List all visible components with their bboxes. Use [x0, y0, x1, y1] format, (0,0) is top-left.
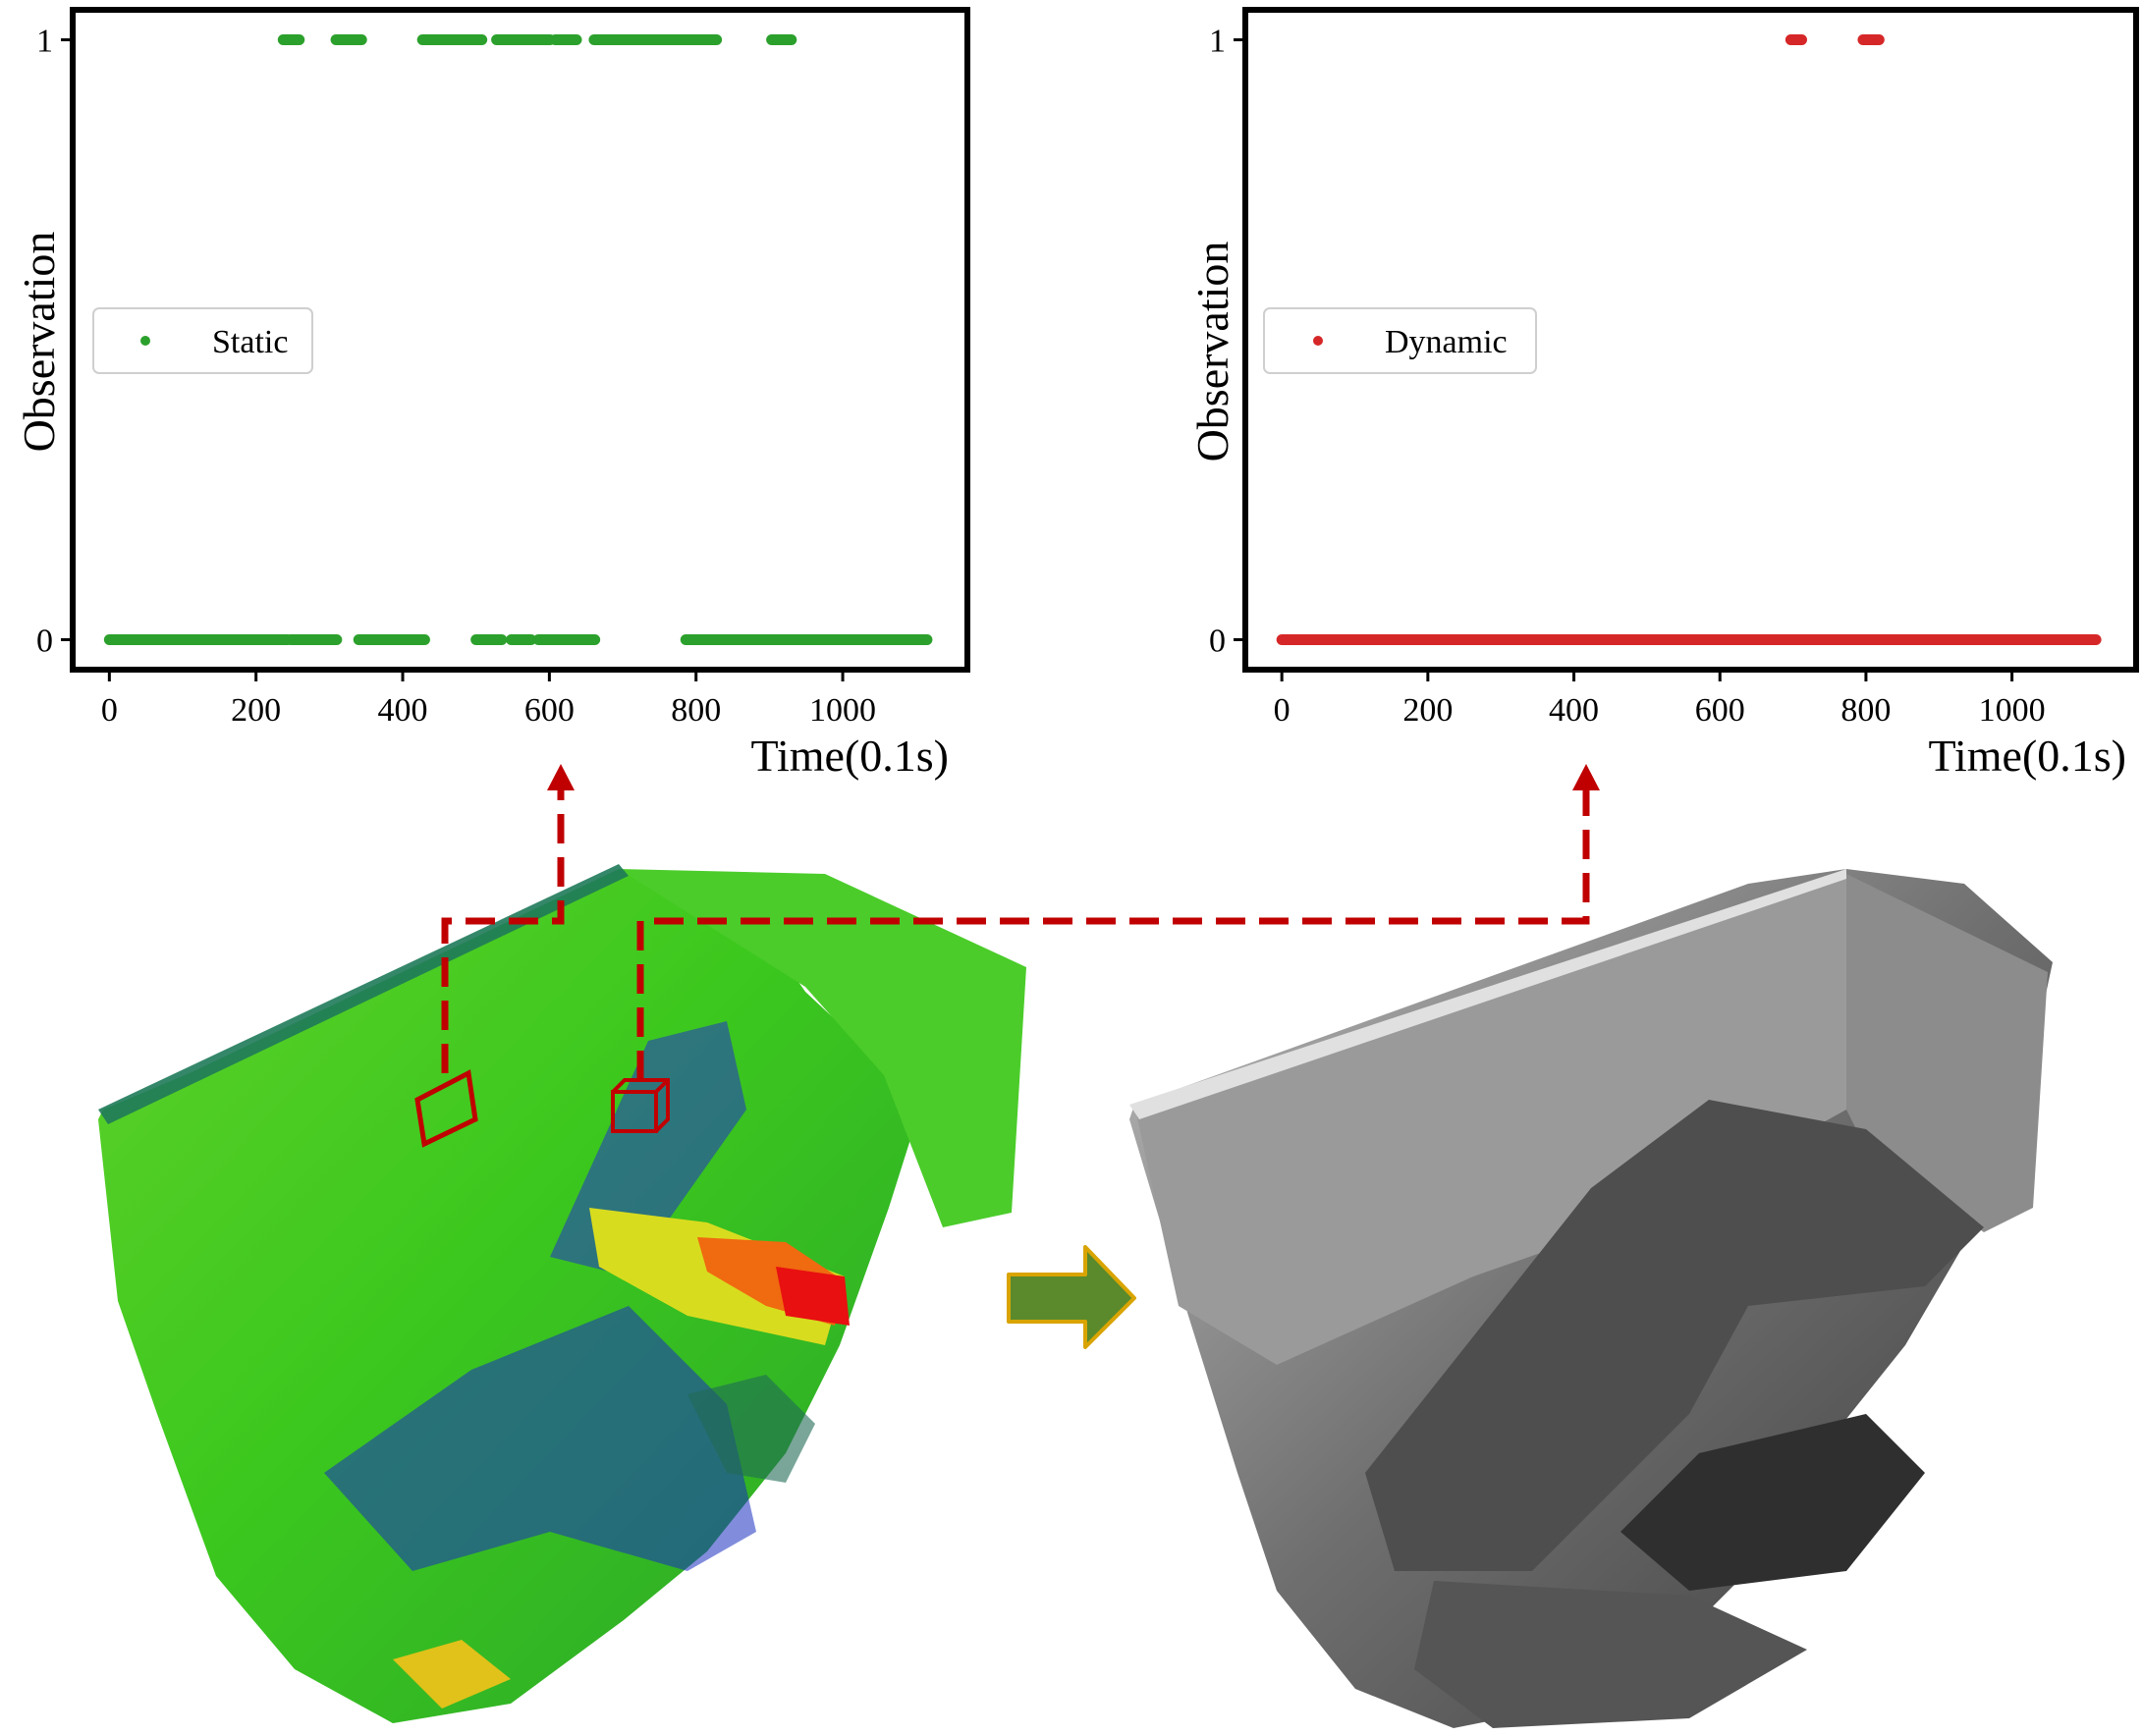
- legend: Dynamic: [1263, 307, 1537, 374]
- y-tick-label: 0: [36, 623, 53, 659]
- y-axis-title: Observation: [14, 232, 64, 453]
- x-tick-label: 200: [231, 692, 281, 729]
- connector-dynamic: [636, 790, 1590, 1080]
- legend-box: [1263, 307, 1537, 374]
- x-axis-ticks: 0 200 400 600 800 1000: [1274, 670, 2046, 729]
- plot-frame: [1242, 7, 2139, 673]
- gray-back-wall: [1846, 874, 2048, 1232]
- x-tick-label: 0: [101, 692, 118, 729]
- static-chart-pointer-icon: [547, 764, 575, 790]
- y-tick-label: 0: [1209, 623, 1226, 659]
- y-tick-label: 1: [36, 24, 53, 60]
- x-tick-label: 0: [1274, 692, 1291, 729]
- x-tick-label: 400: [378, 692, 428, 729]
- gray-top-edge: [1129, 869, 1846, 1119]
- data-points: [103, 34, 933, 645]
- y-tick-label: 1: [1209, 24, 1226, 60]
- gray-upper-wall: [1134, 874, 1846, 1365]
- top-edge: [98, 864, 629, 1124]
- legend-marker-dynamic: [1313, 336, 1323, 346]
- x-axis-title: Time(0.1s): [1929, 731, 2127, 781]
- x-tick-label: 800: [671, 692, 721, 729]
- static-observation-chart: Observation 01 0 200 400 600 800 1000 Static …: [14, 7, 970, 781]
- x-tick-label: 200: [1402, 692, 1453, 729]
- colored-point-cloud-image: [98, 864, 1026, 1723]
- static-region-marker: [414, 1069, 478, 1148]
- x-axis-title: Time(0.1s): [751, 731, 950, 781]
- x-tick-label: 600: [524, 692, 575, 729]
- x-tick-label: 800: [1840, 692, 1891, 729]
- data-points: [1276, 34, 2102, 645]
- gray-floor-steps: [1414, 1581, 1807, 1728]
- gray-landing: [1620, 1414, 1925, 1591]
- plot-frame: [70, 7, 970, 673]
- x-tick-label: 1000: [809, 692, 876, 729]
- back-wall: [619, 869, 1026, 1227]
- y-axis-ticks: 01: [36, 24, 73, 659]
- right-arrow-icon: [1007, 1245, 1136, 1349]
- x-tick-label: 600: [1695, 692, 1745, 729]
- dynamic-region-marker: [611, 1078, 670, 1133]
- y-axis-title: Observation: [1187, 242, 1237, 462]
- dynamic-chart-pointer-icon: [1572, 764, 1600, 790]
- yellow-floor: [393, 1640, 511, 1709]
- legend-marker-static: [140, 336, 150, 346]
- x-tick-label: 400: [1549, 692, 1599, 729]
- blue-railing-band: [324, 1306, 756, 1571]
- legend-box: [92, 307, 313, 374]
- x-tick-label: 1000: [1979, 692, 2046, 729]
- legend: Static: [92, 307, 313, 374]
- dynamic-observation-chart: Observation 0 1 0 200 400 600 800 1000 Dynamic…: [1187, 7, 2139, 781]
- x-axis-ticks: 0 200 400 600 800 1000: [101, 670, 876, 729]
- grayscale-point-cloud-image: [1129, 869, 2053, 1728]
- legend-label-static: Static: [212, 324, 288, 360]
- legend-label-dynamic: Dynamic: [1385, 324, 1508, 360]
- red-step: [776, 1267, 850, 1326]
- dark-shadow: [687, 1375, 815, 1483]
- gray-stair: [1365, 1100, 1984, 1571]
